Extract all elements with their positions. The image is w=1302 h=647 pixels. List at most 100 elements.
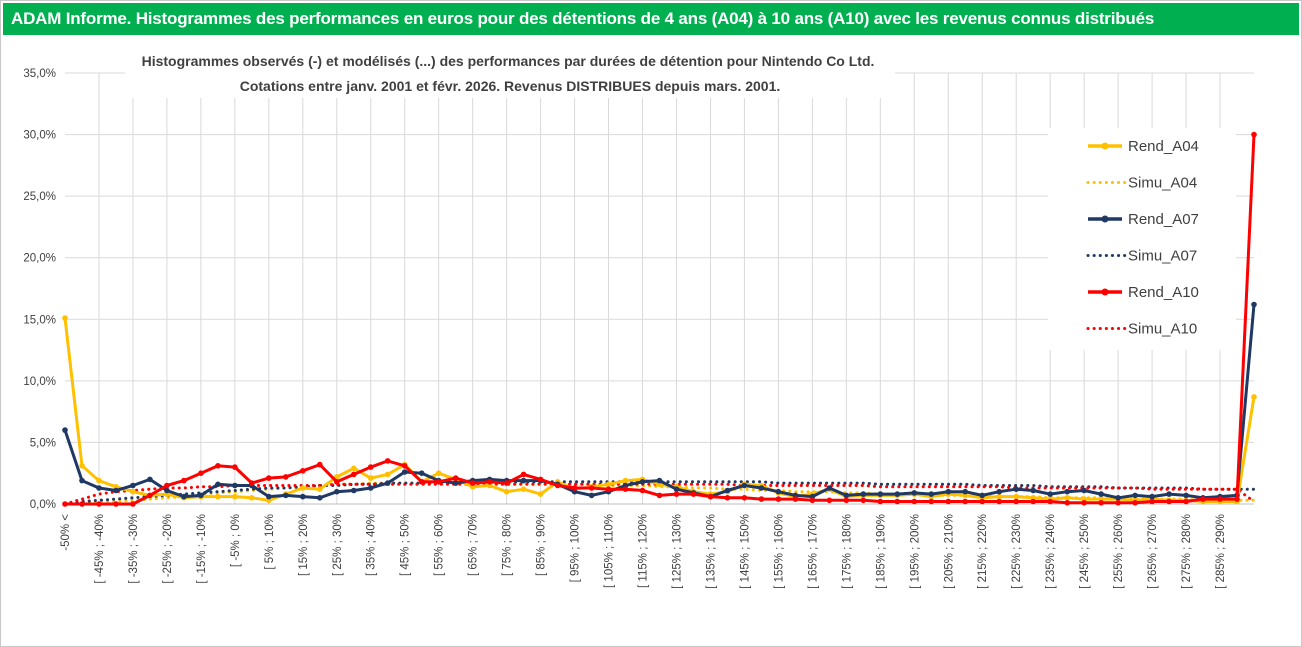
legend-item-rend_a07: Rend_A07 bbox=[1088, 211, 1199, 228]
legend-background bbox=[1048, 128, 1236, 350]
data-point-rend_a07 bbox=[775, 488, 782, 495]
data-point-rend_a10 bbox=[979, 498, 985, 505]
data-point-rend_a04 bbox=[1251, 394, 1257, 400]
data-point-rend_a10 bbox=[588, 485, 595, 491]
data-point-rend_a07 bbox=[962, 488, 968, 495]
data-point-rend_a10 bbox=[469, 480, 476, 486]
x-tick-label: [ 195% ; 200% bbox=[909, 514, 921, 589]
x-tick-label: [ 25% ; 30% bbox=[332, 514, 344, 576]
data-point-rend_a10 bbox=[1183, 498, 1189, 505]
x-tick-label: [ 215% ; 220% bbox=[977, 514, 989, 589]
data-point-rend_a04 bbox=[351, 465, 357, 472]
data-point-rend_a07 bbox=[147, 476, 153, 483]
data-point-rend_a10 bbox=[928, 498, 935, 505]
data-point-rend_a07 bbox=[1064, 488, 1070, 495]
y-tick-label: 5,0% bbox=[30, 437, 56, 449]
x-tick-label: [ 165% ; 170% bbox=[807, 514, 819, 589]
data-point-rend_a04 bbox=[1064, 495, 1070, 501]
data-point-rend_a10 bbox=[1166, 498, 1172, 505]
data-point-rend_a10 bbox=[452, 475, 459, 481]
data-point-rend_a04 bbox=[96, 477, 102, 484]
data-point-rend_a07 bbox=[996, 488, 1002, 495]
data-point-rend_a07 bbox=[384, 480, 391, 486]
data-point-rend_a07 bbox=[79, 477, 85, 484]
data-point-rend_a04 bbox=[232, 493, 238, 500]
legend-label: Simu_A04 bbox=[1128, 175, 1197, 192]
x-tick-label: -50% < bbox=[60, 514, 72, 551]
x-tick-label: [ 235% ; 240% bbox=[1045, 514, 1057, 589]
chart-title: Histogrammes observés (-) et modélisés (… bbox=[142, 53, 875, 69]
data-point-rend_a10 bbox=[996, 498, 1002, 505]
data-point-rend_a10 bbox=[232, 464, 238, 470]
chart-legend: Rend_A04 Simu_A04 Rend_A07 Simu_A07 Rend_A10… bbox=[1086, 138, 1199, 338]
data-point-rend_a07 bbox=[1183, 492, 1189, 499]
data-point-rend_a07 bbox=[1115, 495, 1121, 501]
data-point-rend_a07 bbox=[334, 488, 340, 495]
data-point-rend_a10 bbox=[877, 498, 884, 505]
x-tick-label: [ 85% ; 90% bbox=[536, 514, 548, 576]
data-point-rend_a04 bbox=[605, 481, 612, 488]
data-point-rend_a07 bbox=[215, 481, 221, 488]
data-point-rend_a10 bbox=[62, 501, 68, 507]
x-tick-label: [ 265% ; 270% bbox=[1147, 514, 1159, 589]
data-point-rend_a07 bbox=[520, 477, 527, 484]
y-axis: 0,0% 5,0% 10,0% 15,0% 20,0% 25,0% 30,0% 35,0% bbox=[23, 68, 56, 511]
data-point-rend_a10 bbox=[283, 474, 289, 480]
data-point-rend_a10 bbox=[673, 491, 680, 497]
data-point-rend_a10 bbox=[1064, 500, 1070, 506]
x-tick-label: [ 145% ; 150% bbox=[739, 514, 751, 589]
report-title: ADAM Informe. Histogrammes des performan… bbox=[11, 9, 1155, 28]
data-point-rend_a07 bbox=[860, 491, 867, 497]
y-tick-label: 10,0% bbox=[23, 376, 56, 388]
data-point-rend_a07 bbox=[113, 487, 119, 494]
report-banner: ADAM Informe. Histogrammes des performan… bbox=[3, 3, 1299, 35]
data-point-rend_a04 bbox=[367, 475, 374, 481]
data-point-rend_a07 bbox=[1081, 487, 1087, 494]
x-tick-label: [ 45% ; 50% bbox=[400, 514, 412, 576]
data-point-rend_a04 bbox=[622, 477, 629, 484]
data-point-rend_a07 bbox=[130, 482, 136, 489]
data-point-rend_a10 bbox=[894, 498, 901, 505]
data-point-rend_a07 bbox=[1047, 491, 1053, 497]
y-tick-label: 0,0% bbox=[30, 499, 56, 511]
data-point-rend_a04 bbox=[215, 493, 221, 500]
y-tick-label: 35,0% bbox=[23, 68, 56, 80]
data-point-rend_a07 bbox=[928, 491, 935, 497]
data-point-rend_a10 bbox=[351, 471, 357, 478]
x-tick-label: [ -25% ; -20% bbox=[162, 514, 174, 584]
legend-item-rend_a10: Rend_A10 bbox=[1088, 284, 1199, 301]
chart-series bbox=[62, 131, 1257, 507]
data-point-rend_a07 bbox=[979, 492, 985, 499]
x-axis: -50% < [ -45% ; -40% [ -35% ; -30% [ -25% ;… bbox=[60, 503, 1254, 589]
data-point-rend_a10 bbox=[317, 461, 323, 468]
data-point-rend_a10 bbox=[826, 497, 833, 504]
data-point-rend_a10 bbox=[622, 486, 629, 493]
data-point-rend_a07 bbox=[452, 480, 459, 486]
legend-item-simu_a10: Simu_A10 bbox=[1086, 321, 1197, 338]
data-point-rend_a07 bbox=[351, 487, 357, 494]
data-point-rend_a07 bbox=[1149, 493, 1155, 500]
data-point-rend_a10 bbox=[1047, 498, 1053, 505]
legend-item-simu_a04: Simu_A04 bbox=[1086, 175, 1197, 192]
data-point-rend_a10 bbox=[503, 480, 510, 486]
data-point-rend_a07 bbox=[724, 487, 731, 494]
data-point-rend_a10 bbox=[147, 492, 153, 499]
data-point-rend_a10 bbox=[367, 464, 374, 470]
data-point-rend_a04 bbox=[300, 485, 306, 491]
data-point-rend_a07 bbox=[945, 488, 952, 495]
legend-label: Rend_A07 bbox=[1128, 211, 1199, 228]
y-tick-label: 15,0% bbox=[23, 314, 56, 326]
x-tick-label: [ 95% ; 100% bbox=[570, 514, 582, 582]
x-tick-label: [ 255% ; 260% bbox=[1113, 514, 1125, 589]
data-point-rend_a10 bbox=[707, 493, 714, 500]
data-point-rend_a07 bbox=[164, 487, 170, 494]
legend-marker bbox=[1101, 288, 1109, 296]
data-point-rend_a04 bbox=[130, 488, 136, 495]
data-point-rend_a04 bbox=[503, 488, 510, 495]
data-point-rend_a04 bbox=[384, 471, 391, 478]
data-point-rend_a10 bbox=[554, 482, 561, 489]
data-point-rend_a10 bbox=[537, 476, 544, 483]
data-point-rend_a10 bbox=[1132, 500, 1138, 506]
data-point-rend_a10 bbox=[860, 497, 867, 504]
data-point-rend_a10 bbox=[79, 501, 85, 507]
